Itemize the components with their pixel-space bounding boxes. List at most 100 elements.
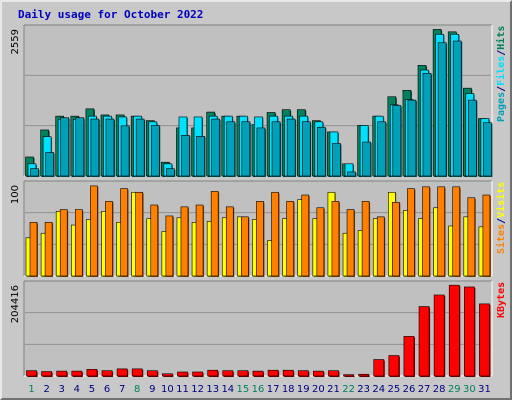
chart-title: Daily usage for October 2022: [18, 8, 204, 21]
bar-sites-day-23: [361, 201, 371, 277]
day-label-26: 26: [403, 384, 416, 395]
bar-kbytes-day-1: [26, 370, 38, 377]
bar-kbytes-day-13: [207, 369, 219, 377]
day-label-28: 28: [433, 384, 446, 395]
bar-sites-day-22: [346, 209, 356, 277]
bar-kbytes-day-28: [433, 294, 446, 377]
bar-pages-day-11: [181, 135, 191, 177]
bar-kbytes-day-6: [101, 370, 114, 377]
legend-hits-files-pages-0: Pages: [496, 92, 507, 122]
day-label-9: 9: [149, 384, 155, 395]
day-label-3: 3: [59, 384, 65, 395]
bar-kbytes-day-7: [116, 368, 129, 377]
bar-pages-day-27: [422, 72, 433, 177]
bar-pages-day-20: [317, 126, 327, 177]
bar-sites-day-24: [376, 216, 386, 277]
day-label-6: 6: [104, 384, 110, 395]
bar-sites-day-25: [392, 201, 401, 277]
bar-sites-day-15: [241, 216, 250, 277]
bar-sites-day-10: [165, 215, 174, 277]
day-label-1: 1: [28, 384, 34, 395]
day-label-2: 2: [43, 384, 49, 395]
day-label-22: 22: [342, 384, 355, 395]
day-label-15: 15: [237, 384, 250, 395]
day-label-27: 27: [418, 384, 431, 395]
bar-sites-day-12: [195, 204, 205, 277]
bar-pages-day-4: [75, 117, 85, 177]
bar-pages-day-2: [45, 152, 55, 177]
bar-kbytes-day-25: [388, 355, 400, 377]
day-label-24: 24: [372, 384, 385, 395]
bar-pages-day-19: [301, 121, 312, 177]
legend-kbytes: KBytes: [496, 282, 507, 318]
day-label-16: 16: [252, 384, 265, 395]
bar-sites-day-28: [437, 186, 446, 277]
day-label-5: 5: [89, 384, 95, 395]
bar-pages-day-23: [362, 141, 372, 177]
bar-sites-day-21: [331, 201, 340, 277]
day-label-30: 30: [463, 384, 476, 395]
bar-sites-day-6: [105, 201, 114, 277]
bar-kbytes-day-30: [464, 286, 476, 377]
bar-sites-day-19: [301, 194, 310, 277]
bar-sites-day-26: [407, 188, 416, 277]
day-label-29: 29: [448, 384, 461, 395]
bar-kbytes-day-2: [41, 371, 53, 377]
day-label-11: 11: [176, 384, 189, 395]
bar-pages-day-21: [332, 143, 342, 177]
bar-kbytes-day-5: [86, 369, 98, 377]
bar-sites-day-2: [44, 222, 54, 277]
max-label-hits-files-pages: 2559: [10, 29, 21, 54]
day-label-7: 7: [119, 384, 125, 395]
bar-pages-day-10: [166, 168, 176, 177]
day-label-18: 18: [282, 384, 295, 395]
bar-kbytes-day-31: [479, 303, 491, 377]
bar-kbytes-day-11: [177, 371, 189, 377]
bar-sites-day-30: [467, 197, 476, 277]
bar-sites-day-4: [74, 209, 84, 277]
bar-sites-day-16: [256, 201, 265, 277]
bar-pages-day-3: [60, 117, 70, 177]
bar-pages-day-22: [347, 171, 357, 177]
bar-kbytes-day-19: [297, 370, 310, 377]
bar-kbytes-day-10: [162, 373, 174, 377]
day-label-25: 25: [388, 384, 401, 395]
bar-pages-day-26: [407, 99, 417, 177]
bar-kbytes-day-3: [56, 370, 68, 377]
day-label-31: 31: [478, 384, 491, 395]
bar-sites-day-7: [120, 188, 129, 277]
legend-visits-sites-2: Visits: [495, 182, 507, 218]
bar-pages-day-13: [211, 118, 221, 177]
legend-hits-files-pages-4: Hits: [495, 26, 507, 50]
bar-pages-day-15: [241, 121, 251, 177]
bar-kbytes-day-20: [313, 370, 325, 377]
bar-sites-day-1: [29, 222, 38, 277]
bar-kbytes-day-26: [403, 336, 416, 377]
bar-kbytes-day-22: [343, 374, 355, 377]
bar-sites-day-20: [316, 207, 325, 277]
bar-kbytes-day-16: [252, 370, 265, 377]
bar-pages-day-25: [392, 105, 402, 177]
legend-visits-sites-1: /: [496, 218, 507, 224]
bar-kbytes-day-8: [131, 368, 144, 377]
bar-pages-day-28: [437, 42, 448, 178]
bar-sites-day-8: [135, 191, 144, 277]
bar-pages-day-12: [196, 136, 206, 177]
bar-kbytes-day-14: [222, 370, 234, 377]
bar-pages-day-6: [105, 118, 115, 177]
bar-pages-day-16: [256, 127, 266, 177]
day-label-4: 4: [74, 384, 80, 395]
bar-sites-day-29: [452, 186, 461, 277]
day-label-20: 20: [312, 384, 325, 395]
bar-pages-day-18: [286, 118, 297, 177]
day-label-13: 13: [206, 384, 219, 395]
day-label-21: 21: [327, 384, 340, 395]
legend-hits-files-pages-1: /: [496, 86, 507, 92]
bar-pages-day-9: [150, 125, 161, 177]
bar-sites-day-14: [225, 206, 235, 277]
legend-visits-sites-0: Sites: [495, 224, 507, 254]
bar-pages-day-8: [135, 118, 146, 177]
bar-sites-day-9: [150, 204, 159, 277]
day-label-19: 19: [297, 384, 310, 395]
bar-pages-day-1: [30, 168, 40, 177]
